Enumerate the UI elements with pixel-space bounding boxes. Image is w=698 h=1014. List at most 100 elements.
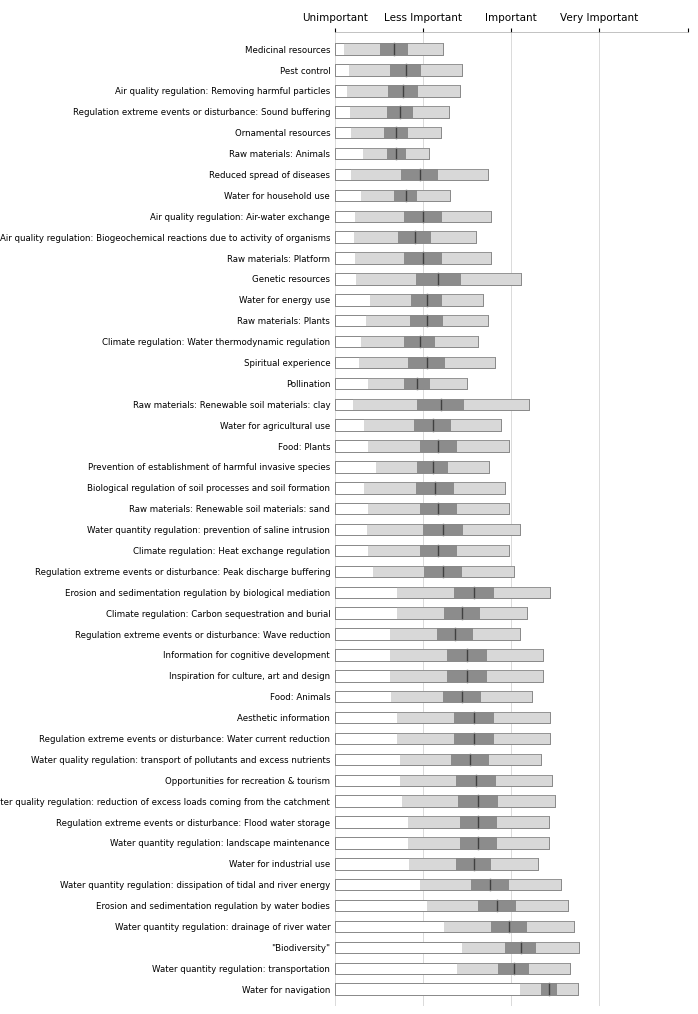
Bar [335,712,550,723]
Bar [349,64,462,76]
Bar [370,294,483,305]
Bar [364,482,505,494]
Bar [335,252,491,264]
Bar [335,148,429,159]
Bar [419,545,457,557]
Bar [335,273,521,285]
Bar [335,461,489,473]
Bar [335,336,478,348]
Bar [335,420,500,431]
Bar [368,503,509,514]
Bar [335,399,529,410]
Bar [347,85,459,96]
Bar [359,357,495,368]
Bar [335,649,543,661]
Bar [541,984,557,995]
Bar [408,838,549,849]
Bar [498,962,529,974]
Bar [335,252,491,264]
Bar [335,190,450,201]
Bar [397,712,550,723]
Bar [335,64,462,76]
Bar [361,336,478,348]
Bar [352,168,488,180]
Bar [335,294,483,305]
Bar [335,566,514,577]
Bar [335,733,550,744]
Bar [447,670,487,681]
Bar [414,420,452,431]
Bar [409,858,538,870]
Bar [335,899,567,912]
Bar [335,106,449,118]
Bar [335,629,519,640]
Bar [335,670,543,681]
Bar [335,273,521,285]
Bar [335,545,509,557]
Bar [457,962,570,974]
Bar [456,775,496,786]
Bar [352,399,529,410]
Bar [335,440,509,452]
Bar [390,649,543,661]
Bar [335,168,488,180]
Bar [335,775,552,786]
Bar [335,231,476,243]
Bar [454,586,493,598]
Bar [335,670,543,681]
Bar [335,336,478,348]
Bar [335,168,488,180]
Bar [404,211,442,222]
Bar [335,211,491,222]
Bar [335,691,533,703]
Bar [368,440,509,452]
Bar [335,838,549,849]
Bar [335,482,505,494]
Bar [335,649,543,661]
Bar [417,399,464,410]
Bar [402,795,555,807]
Bar [335,315,488,327]
Bar [419,440,457,452]
Bar [335,420,500,431]
Bar [335,733,550,744]
Bar [471,879,509,890]
Bar [335,294,483,305]
Bar [335,921,574,932]
Bar [401,168,438,180]
Bar [462,942,579,953]
Bar [368,377,467,389]
Bar [387,148,406,159]
Bar [368,545,509,557]
Bar [335,899,567,912]
Bar [335,629,519,640]
Bar [410,315,443,327]
Bar [363,148,429,159]
Bar [352,127,440,139]
Bar [408,357,445,368]
Bar [404,252,442,264]
Bar [335,566,514,577]
Bar [394,190,417,201]
Bar [400,753,541,766]
Bar [361,190,450,201]
Bar [419,503,457,514]
Bar [424,566,462,577]
Bar [335,984,578,995]
Bar [390,64,421,76]
Bar [397,607,526,619]
Bar [335,586,550,598]
Bar [335,440,509,452]
Bar [397,733,550,744]
Bar [392,691,533,703]
Bar [335,984,578,995]
Bar [447,649,487,661]
Bar [335,795,555,807]
Bar [335,524,519,535]
Bar [437,629,473,640]
Bar [364,420,500,431]
Bar [335,962,570,974]
Bar [443,691,481,703]
Bar [354,231,476,243]
Bar [335,691,533,703]
